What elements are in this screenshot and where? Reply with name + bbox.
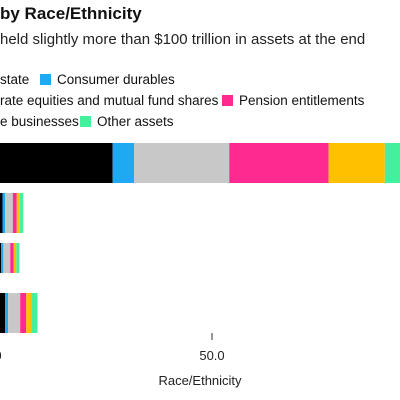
legend: state Consumer durables rate equities an… xyxy=(0,72,400,134)
legend-item-corporate-equities: rate equities and mutual fund shares xyxy=(0,93,218,108)
legend-label: rate equities and mutual fund shares xyxy=(0,93,219,108)
legend-label: e businesses xyxy=(0,114,79,129)
bar-segment xyxy=(328,143,385,183)
legend-item-consumer-durables: Consumer durables xyxy=(40,72,175,87)
bar-segment xyxy=(16,193,20,233)
bar-segment xyxy=(1,243,4,273)
legend-label: Consumer durables xyxy=(57,72,175,87)
legend-item-private-businesses: e businesses xyxy=(0,114,79,129)
bar-segment xyxy=(16,243,20,273)
bar-segment xyxy=(0,193,3,233)
bar-segment xyxy=(5,193,13,233)
legend-label: state xyxy=(0,72,30,87)
bar-segment xyxy=(112,143,135,183)
bar-segment xyxy=(0,293,6,333)
bar-segment xyxy=(134,143,230,183)
bar-segment xyxy=(8,293,21,333)
legend-swatch xyxy=(40,74,51,85)
bar-segment xyxy=(31,293,38,333)
legend-item-other-assets: Other assets xyxy=(80,114,174,129)
bar-segment xyxy=(0,143,113,183)
bar-segment xyxy=(2,193,6,233)
bar-segment xyxy=(26,293,32,333)
bar-segment xyxy=(10,243,14,273)
bar-segment xyxy=(13,243,17,273)
legend-swatch xyxy=(80,116,91,127)
legend-label: Pension entitlements xyxy=(239,93,365,108)
bar-row-2 xyxy=(0,193,24,233)
x-tick-label: 50.0 xyxy=(199,348,224,363)
bar-segment xyxy=(229,143,329,183)
legend-swatch xyxy=(222,95,233,106)
legend-item-real-estate: state xyxy=(0,72,29,87)
bar-row-3 xyxy=(0,243,20,273)
chart-subtitle: held slightly more than $100 trillion in… xyxy=(0,31,366,48)
x-axis-title: Race/Ethnicity xyxy=(158,373,242,388)
bar-segment xyxy=(19,193,24,233)
bar-segment xyxy=(3,243,11,273)
bar-segment xyxy=(384,143,400,183)
chart-title: by Race/Ethnicity xyxy=(0,4,142,23)
bar-row-4 xyxy=(0,293,38,333)
legend-item-pension-entitlements: Pension entitlements xyxy=(222,93,364,108)
bar-segment xyxy=(5,293,9,333)
legend-label: Other assets xyxy=(97,114,174,129)
bar-segment xyxy=(0,243,2,273)
x-tick-label: 0 xyxy=(0,348,2,363)
bar-row-1 xyxy=(0,143,400,183)
bar-segment xyxy=(12,193,17,233)
bar-segment xyxy=(20,293,27,333)
